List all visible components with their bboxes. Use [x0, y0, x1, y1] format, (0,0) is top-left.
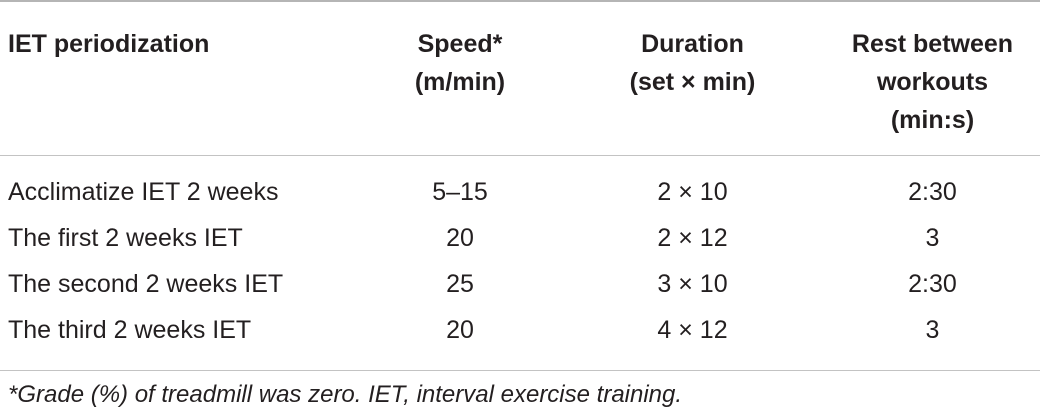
bottom-rule	[0, 370, 1040, 371]
header-speed: Speed* (m/min)	[360, 0, 560, 155]
cell-periodization: The third 2 weeks IET	[8, 316, 252, 344]
header-line: (min:s)	[890, 106, 975, 134]
cell-duration: 4 × 12	[657, 316, 728, 344]
header-line: Speed*	[417, 30, 503, 58]
header-line: (set × min)	[629, 68, 756, 96]
cell-rest: 3	[925, 316, 940, 344]
cell-duration: 2 × 10	[657, 178, 728, 206]
cell-speed: 20	[446, 316, 474, 344]
top-rule	[0, 0, 1040, 2]
header-duration: Duration (set × min)	[560, 0, 825, 155]
table-row: Acclimatize IET 2 weeks 5–15 2 × 10 2:30	[0, 155, 1040, 215]
header-row: IET periodization Speed* (m/min) Duratio…	[0, 0, 1040, 155]
header-line: (m/min)	[414, 68, 506, 96]
table-row: The third 2 weeks IET 20 4 × 12 3	[0, 307, 1040, 353]
cell-duration: 2 × 12	[657, 224, 728, 252]
cell-rest: 2:30	[908, 270, 957, 298]
header-line: Duration	[641, 30, 744, 58]
header-rule	[0, 155, 1040, 156]
data-table: IET periodization Speed* (m/min) Duratio…	[0, 0, 1040, 353]
header-line: workouts	[876, 68, 989, 96]
header-periodization: IET periodization	[0, 0, 360, 155]
table-footnote: *Grade (%) of treadmill was zero. IET, i…	[8, 381, 683, 408]
cell-periodization: The second 2 weeks IET	[8, 270, 284, 298]
table-row: The first 2 weeks IET 20 2 × 12 3	[0, 215, 1040, 261]
cell-periodization: Acclimatize IET 2 weeks	[8, 178, 279, 206]
cell-speed: 25	[446, 270, 474, 298]
cell-periodization: The first 2 weeks IET	[8, 224, 243, 252]
cell-speed: 20	[446, 224, 474, 252]
cell-duration: 3 × 10	[657, 270, 728, 298]
cell-rest: 3	[925, 224, 940, 252]
table-row: The second 2 weeks IET 25 3 × 10 2:30	[0, 261, 1040, 307]
header-line: IET periodization	[8, 30, 210, 58]
cell-speed: 5–15	[432, 178, 488, 206]
header-line: Rest between	[851, 30, 1014, 58]
header-rest: Rest between workouts (min:s)	[825, 0, 1040, 155]
cell-rest: 2:30	[908, 178, 957, 206]
